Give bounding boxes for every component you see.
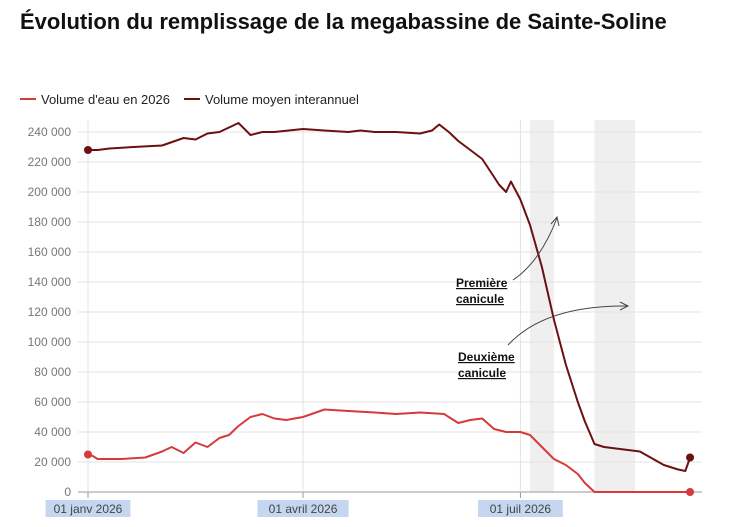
y-tick-label: 180 000 — [28, 215, 72, 229]
y-tick-label: 0 — [64, 485, 71, 499]
series-end-point — [686, 453, 695, 462]
series-start-point — [84, 450, 92, 459]
chart-title: Évolution du remplissage de la megabassi… — [20, 9, 667, 34]
x-tick-label: 01 janv 2026 — [54, 502, 123, 516]
series-end-point — [686, 488, 695, 496]
y-tick-label: 80 000 — [34, 365, 71, 379]
y-tick-label: 40 000 — [34, 425, 71, 439]
y-axis-labels: 0 20 000 40 000 60 000 80 000 100 000 120 000 1… — [28, 125, 72, 499]
annotation-arrow-2 — [507, 305, 629, 346]
x-axis-labels: 01 janv 2026 01 avril 2026 01 juil 2026 — [45, 500, 563, 517]
series-line-volume-2026 — [87, 408, 691, 493]
y-tick-label: 120 000 — [28, 305, 72, 319]
legend-item-volume-moyen[interactable]: Volume moyen interannuel — [183, 91, 359, 107]
legend-label-volume-moyen: Volume moyen interannuel — [204, 91, 359, 107]
y-tick-label: 140 000 — [28, 275, 72, 289]
y-tick-label: 20 000 — [34, 455, 71, 469]
y-tick-label: 200 000 — [28, 185, 72, 199]
x-tick-label-highlight — [478, 500, 563, 517]
legend: Volume d'eau en 2026 Volume moyen intera… — [20, 90, 373, 108]
annotation-arrow-1 — [512, 217, 558, 281]
y-tick-label: 100 000 — [28, 335, 72, 349]
legend-swatch-volume-2026 — [20, 98, 36, 100]
y-tick-label: 220 000 — [28, 155, 72, 169]
annotation-deuxieme-canicule-line1: Deuxième — [458, 350, 515, 364]
series-start-point — [84, 146, 92, 154]
annotation-arrowhead-1 — [550, 215, 560, 227]
series-lines — [84, 122, 695, 496]
x-tick-label: 01 juil 2026 — [490, 502, 552, 516]
annotation-deuxieme-canicule-line2: canicule — [458, 366, 506, 380]
y-tick-label: 240 000 — [28, 125, 72, 139]
y-tick-label: 60 000 — [34, 395, 71, 409]
annotations: Première canicule Deuxième canicule — [456, 215, 630, 380]
series-line-volume-moyen — [88, 122, 692, 472]
annotation-premiere-canicule-line2: canicule — [456, 292, 504, 306]
legend-item-volume-2026[interactable]: Volume d'eau en 2026 — [20, 92, 170, 107]
x-tick-label: 01 avril 2026 — [269, 502, 338, 516]
x-tick-label-highlight — [45, 500, 131, 517]
annotation-premiere-canicule-line1: Première — [456, 276, 508, 290]
heatwave-band-1 — [529, 120, 554, 492]
annotation-arrowhead-2 — [619, 301, 630, 311]
y-tick-label: 160 000 — [28, 245, 72, 259]
legend-label-volume-2026: Volume d'eau en 2026 — [41, 91, 170, 107]
legend-swatch-volume-moyen — [183, 98, 200, 100]
x-tick-label-highlight — [257, 500, 349, 517]
